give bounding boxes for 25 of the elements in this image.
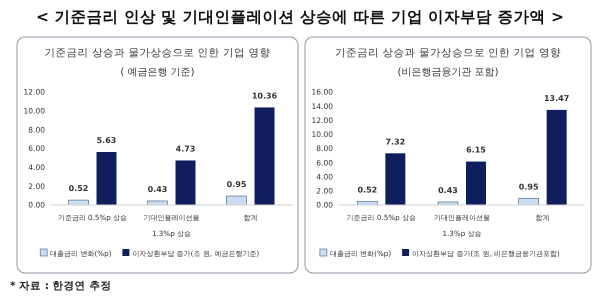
bar (385, 153, 406, 205)
chart-subtitle: (비은행금융기관 포함) (398, 67, 499, 78)
data-label: 5.63 (96, 136, 116, 145)
data-label: 10.36 (252, 91, 278, 100)
data-label: 6.15 (466, 146, 486, 155)
bar (176, 160, 196, 205)
text: * 자료 : 한경연 추정 (10, 280, 112, 292)
data-label: 0.95 (518, 182, 539, 192)
data-label: 4.73 (176, 144, 196, 154)
data-label: 0.52 (68, 184, 88, 194)
data-label: 0.43 (148, 184, 168, 194)
data-label: 0.52 (357, 185, 378, 194)
chart-title: 기준금리 상승과 물가상승으로 인한 기업 영향 (44, 47, 270, 59)
text: < 기준금리 인상 및 기대인플레이션 상승에 따른 기업 이자부담 증가액 > (36, 8, 564, 26)
data-label: 0.95 (226, 180, 247, 190)
bar (226, 196, 247, 206)
data-label: 0.43 (438, 186, 458, 195)
data-label: 13.47 (544, 94, 570, 103)
bar (254, 107, 275, 205)
bar (96, 152, 116, 205)
bar (466, 162, 486, 205)
data-label: 7.32 (385, 137, 406, 146)
bar (546, 110, 567, 205)
chart-title: 기준금리 상승과 물가상승으로 인한 기업 영향 (335, 47, 561, 59)
chart-subtitle: ( 예금은행 기준) (120, 67, 195, 78)
